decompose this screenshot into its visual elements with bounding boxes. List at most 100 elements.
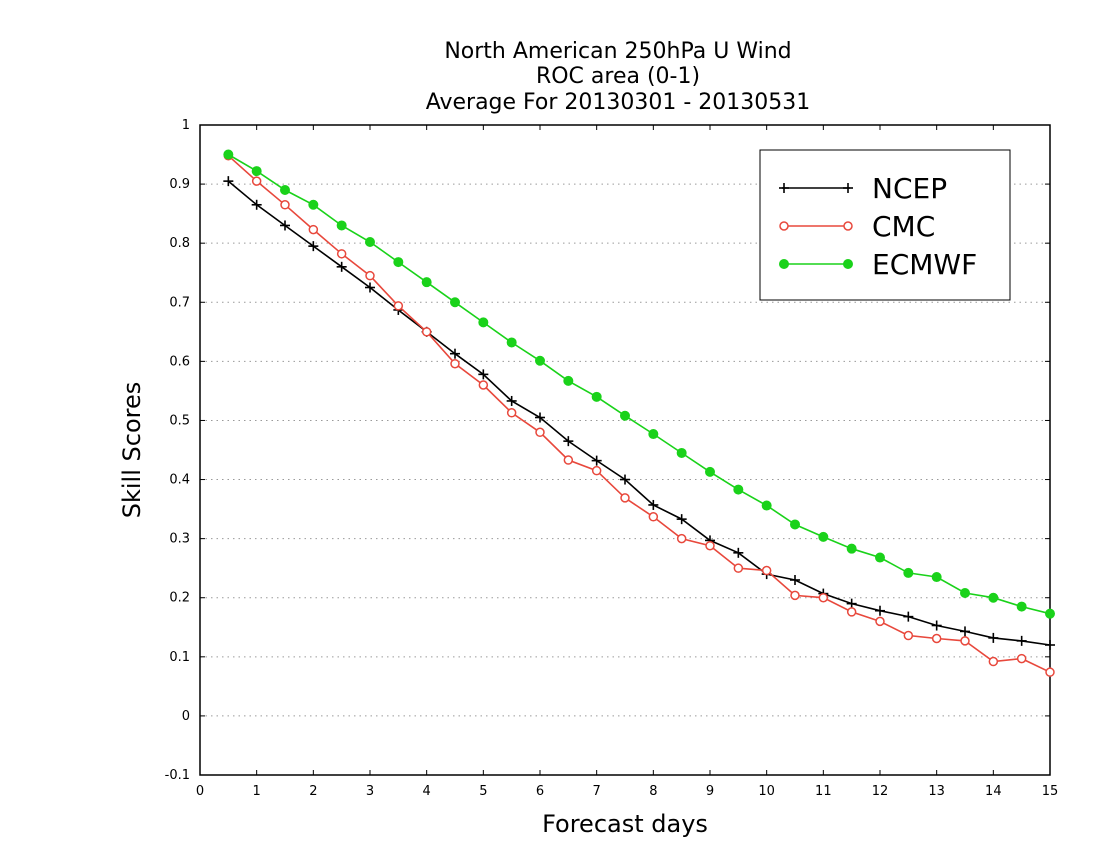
- data-point: [450, 358, 460, 369]
- y-tick-label: 0.5: [169, 413, 190, 428]
- data-point: [620, 410, 630, 421]
- data-point: [733, 563, 744, 573]
- data-point: [875, 616, 885, 627]
- y-tick-label: 0.8: [169, 236, 190, 251]
- data-point: [1016, 601, 1027, 612]
- data-point: [478, 380, 489, 390]
- data-point: [393, 257, 404, 268]
- data-point: [843, 259, 853, 269]
- data-point: [563, 375, 574, 386]
- data-point: [506, 337, 517, 348]
- data-point: [818, 531, 829, 542]
- x-tick-label: 4: [423, 784, 431, 799]
- data-point: [450, 297, 460, 308]
- data-point: [1045, 667, 1055, 677]
- data-point: [790, 519, 800, 530]
- data-point: [620, 493, 630, 503]
- x-tick-label: 3: [366, 784, 374, 799]
- series-line: [227, 180, 1051, 646]
- data-point: [478, 369, 489, 380]
- data-point: [365, 237, 375, 247]
- data-point: [931, 572, 942, 583]
- data-point: [535, 412, 545, 423]
- data-point: [846, 543, 857, 554]
- data-point: [563, 455, 574, 465]
- data-point: [931, 620, 942, 631]
- data-point: [280, 220, 290, 231]
- y-axis-tick-labels: -0.1 0 0.1 0.2 0.3 0.4 0.5 0.6 0.7 0.8 0.9 1: [165, 118, 190, 783]
- data-point: [365, 270, 375, 281]
- data-point: [846, 607, 857, 617]
- data-point: [790, 575, 800, 585]
- series-ecmwf: [223, 149, 1055, 619]
- data-point: [421, 327, 432, 337]
- data-point: [988, 592, 999, 603]
- data-point: [960, 588, 970, 598]
- x-tick-label: 9: [706, 784, 714, 799]
- data-point: [960, 636, 970, 646]
- data-point: [903, 630, 914, 641]
- data-point: [535, 427, 545, 438]
- data-point: [843, 221, 853, 231]
- data-point: [506, 395, 517, 406]
- x-tick-label: 14: [985, 784, 1002, 799]
- x-tick-label: 7: [593, 784, 601, 799]
- y-tick-label: 1: [182, 118, 190, 133]
- data-point: [506, 408, 517, 418]
- chart-title-line-1: North American 250hPa U Wind: [444, 39, 791, 64]
- data-point: [1045, 640, 1055, 650]
- data-point: [308, 199, 319, 210]
- axis-ticks: [199, 124, 1051, 776]
- data-point: [478, 317, 489, 328]
- x-tick-label: 13: [928, 784, 945, 799]
- data-point: [761, 565, 772, 576]
- data-point: [875, 605, 885, 616]
- data-point: [648, 512, 659, 522]
- data-point: [988, 656, 999, 667]
- data-point: [903, 611, 914, 622]
- y-tick-label: 0.9: [169, 177, 190, 192]
- data-point: [846, 598, 857, 609]
- legend-label: CMC: [872, 210, 935, 243]
- data-point: [251, 176, 262, 186]
- x-tick-label: 2: [309, 784, 317, 799]
- data-point: [733, 547, 744, 558]
- data-point: [223, 149, 234, 160]
- data-point: [705, 466, 715, 477]
- legend-label: ECMWF: [872, 248, 977, 281]
- data-point: [1045, 608, 1055, 619]
- y-tick-label: 0.6: [169, 354, 190, 369]
- chart-title-line-2: ROC area (0-1): [536, 64, 700, 89]
- y-tick-label: 0: [182, 709, 190, 724]
- data-point: [336, 220, 347, 231]
- data-point: [903, 567, 914, 578]
- data-point: [336, 261, 347, 272]
- data-point: [648, 499, 659, 510]
- data-point: [761, 500, 772, 511]
- y-tick-label: 0.2: [169, 591, 190, 606]
- x-tick-label: 12: [872, 784, 889, 799]
- data-point: [280, 185, 290, 195]
- chart-title-line-3: Average For 20130301 - 20130531: [426, 90, 811, 115]
- data-point: [450, 348, 460, 359]
- y-tick-label: 0.4: [169, 473, 190, 488]
- x-tick-label: 0: [196, 784, 204, 799]
- data-point: [843, 183, 853, 193]
- x-tick-label: 10: [758, 784, 775, 799]
- data-point: [733, 484, 744, 495]
- x-tick-label: 11: [815, 784, 832, 799]
- x-axis-label: Forecast days: [542, 810, 708, 838]
- data-point: [223, 176, 234, 187]
- chart-title: North American 250hPa U Wind ROC area (0…: [426, 39, 811, 115]
- y-tick-label: 0.7: [169, 295, 190, 310]
- y-tick-label: 0.1: [169, 650, 190, 665]
- series-group: [223, 149, 1055, 677]
- data-point: [676, 514, 687, 525]
- data-point: [676, 447, 687, 458]
- data-point: [563, 436, 574, 447]
- data-point: [251, 199, 262, 210]
- data-point: [591, 465, 602, 476]
- data-point: [875, 552, 885, 563]
- data-point: [308, 224, 319, 235]
